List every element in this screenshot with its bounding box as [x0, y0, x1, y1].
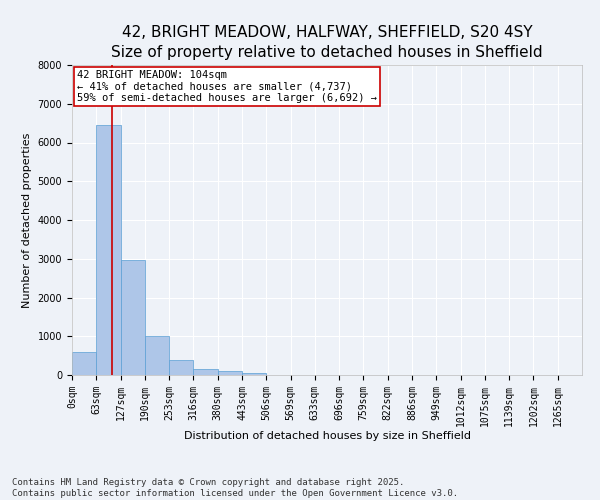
Bar — [121, 260, 145, 375]
Bar — [96, 125, 121, 375]
X-axis label: Distribution of detached houses by size in Sheffield: Distribution of detached houses by size … — [184, 432, 470, 442]
Bar — [169, 360, 193, 375]
Y-axis label: Number of detached properties: Number of detached properties — [22, 132, 32, 308]
Bar — [218, 371, 242, 375]
Bar — [193, 369, 218, 375]
Bar — [242, 372, 266, 375]
Text: Contains HM Land Registry data © Crown copyright and database right 2025.
Contai: Contains HM Land Registry data © Crown c… — [12, 478, 458, 498]
Title: 42, BRIGHT MEADOW, HALFWAY, SHEFFIELD, S20 4SY
Size of property relative to deta: 42, BRIGHT MEADOW, HALFWAY, SHEFFIELD, S… — [111, 25, 543, 59]
Text: 42 BRIGHT MEADOW: 104sqm
← 41% of detached houses are smaller (4,737)
59% of sem: 42 BRIGHT MEADOW: 104sqm ← 41% of detach… — [77, 70, 377, 103]
Bar — [72, 352, 96, 375]
Bar — [145, 336, 169, 375]
